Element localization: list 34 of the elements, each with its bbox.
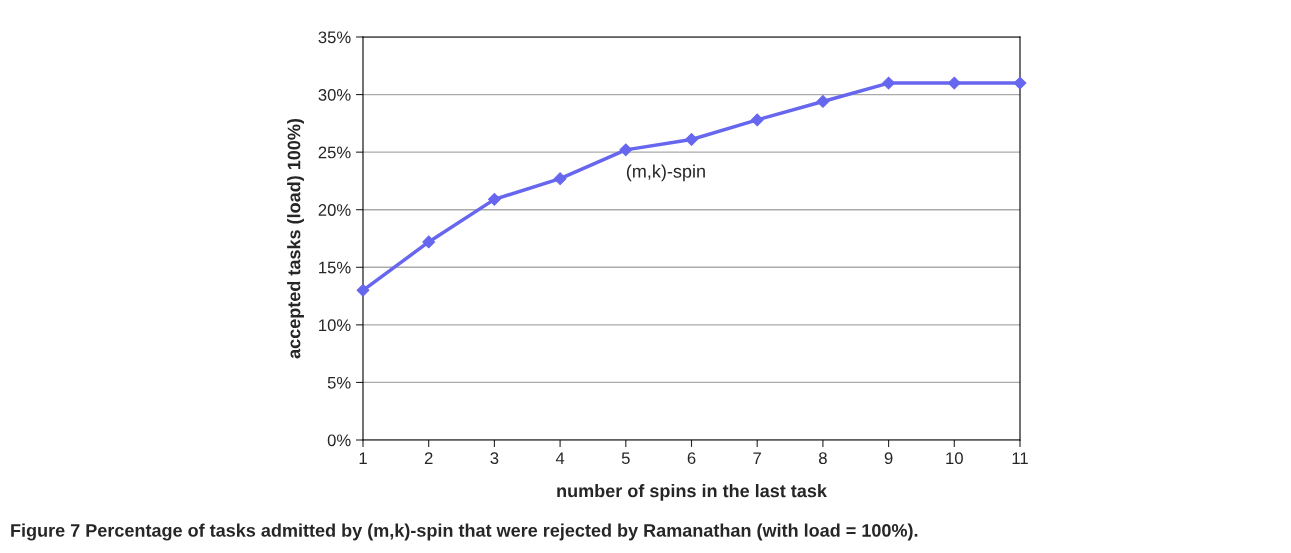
y-tick-label: 5% [327, 376, 351, 389]
y-tick-label: 35% [318, 31, 351, 44]
y-tick-label: 20% [318, 204, 351, 216]
point [947, 76, 961, 90]
x-tick-label: 6 [687, 452, 696, 465]
caption: Figure 7 Percentage of tasks admitted by (m,k)-spin that were rejected by Ramanathan (with load = 100%). [11, 523, 918, 541]
point [619, 143, 633, 157]
x-tick-label: 10 [946, 452, 963, 465]
x-tick-label: 5 [621, 452, 630, 465]
y-axis-title: accepted tasks (load) 100%) [287, 118, 304, 359]
series-label: (m,k)-spin [626, 164, 705, 182]
point [750, 113, 764, 127]
x-tick-label: 4 [555, 452, 565, 464]
point [356, 283, 370, 297]
y-tick-label: 30% [318, 88, 351, 101]
x-tick-label: 9 [884, 452, 893, 465]
point [422, 235, 436, 249]
point [816, 95, 830, 108]
point [1013, 76, 1027, 90]
point [553, 172, 567, 186]
y-tick-label: 25% [318, 146, 351, 159]
x-tick-label: 8 [818, 452, 827, 465]
x-tick-label: 2 [424, 452, 433, 464]
x-tick-label: 11 [1012, 452, 1028, 464]
point [882, 76, 896, 90]
x-tick-label: 1 [359, 452, 367, 464]
y-tick-label: 0% [327, 434, 351, 447]
point [685, 133, 698, 146]
x-axis-title: number of spins in the last task [557, 484, 827, 501]
y-tick-label: 10% [319, 319, 351, 332]
x-tick-label: 3 [490, 452, 499, 465]
y-tick-label: 15% [319, 261, 351, 274]
point [487, 192, 501, 206]
x-tick-label: 7 [753, 452, 761, 464]
